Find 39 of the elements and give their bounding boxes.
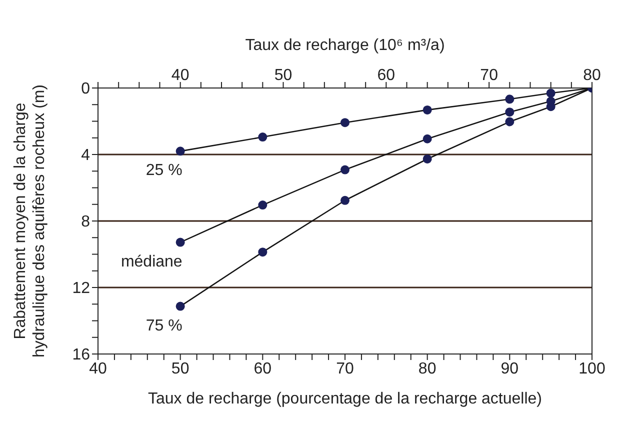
point <box>505 108 514 117</box>
series-label: 75 % <box>146 317 182 334</box>
x-tick-label: 50 <box>171 360 190 378</box>
y-tick-label: 12 <box>72 280 90 298</box>
x-axis-title: Taux de recharge (pourcentage de la recharge actuelle) <box>148 390 542 408</box>
point <box>176 238 185 247</box>
point <box>505 94 514 104</box>
x2-tick-label: 60 <box>377 67 396 84</box>
point <box>422 134 432 144</box>
point <box>258 248 268 257</box>
x-tick-label: 100 <box>578 360 606 378</box>
y-tick-label: 16 <box>72 346 90 364</box>
x-tick-label: 80 <box>418 360 436 378</box>
x2-tick-label: 50 <box>274 67 292 84</box>
point <box>340 118 350 128</box>
x2-tick-label: 70 <box>480 67 498 84</box>
point <box>176 146 185 156</box>
x2-tick-label: 80 <box>583 67 601 84</box>
point <box>546 88 556 98</box>
x2-axis-title: Taux de recharge (10⁶ m³/a) <box>245 37 445 54</box>
y-tick-label: 0 <box>81 80 90 98</box>
point <box>505 117 514 126</box>
y-tick-label: 4 <box>81 147 90 164</box>
x2-tick-label: 40 <box>171 67 190 84</box>
y-tick-label: 8 <box>81 214 90 231</box>
point <box>258 200 268 210</box>
point <box>176 302 185 311</box>
point <box>340 196 350 205</box>
series-label: médiane <box>120 253 182 270</box>
point <box>340 165 350 174</box>
x-tick-label: 90 <box>500 360 519 378</box>
series-label: 25 % <box>146 162 182 180</box>
point <box>258 132 268 142</box>
x-tick-label: 70 <box>336 360 354 378</box>
x-tick-label: 40 <box>89 360 107 378</box>
x-tick-label: 60 <box>254 360 272 378</box>
point <box>422 105 432 114</box>
point <box>422 154 432 164</box>
y-axis-title: Rabattement moyen de la charge hydraulique des aquifères rocheux (m) <box>12 84 48 358</box>
